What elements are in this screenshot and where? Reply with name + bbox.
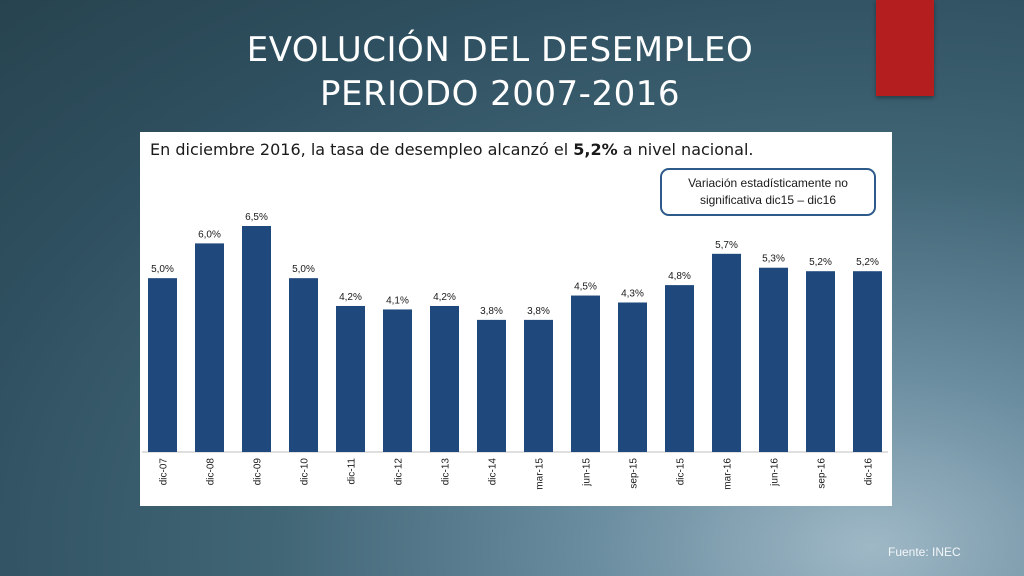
bar-dic-09 xyxy=(242,226,271,452)
x-tick-dic-14: dic-14 xyxy=(488,458,499,486)
data-label-mar-16: 5,7% xyxy=(715,240,738,251)
bar-dic-08 xyxy=(195,243,224,452)
significance-note: Variación estadísticamente no significat… xyxy=(660,168,876,216)
bar-dic-07 xyxy=(148,278,177,452)
bar-mar-15 xyxy=(524,319,553,452)
x-tick-dic-12: dic-12 xyxy=(394,458,405,486)
data-label-dic-14: 3,8% xyxy=(480,306,503,317)
x-tick-sep-15: sep-15 xyxy=(629,458,640,489)
bar-dic-13 xyxy=(430,305,459,452)
data-label-jun-16: 5,3% xyxy=(762,254,785,265)
data-label-sep-16: 5,2% xyxy=(809,257,832,268)
data-label-dic-12: 4,1% xyxy=(386,295,409,306)
data-label-dic-09: 6,5% xyxy=(245,212,268,223)
slide-title-line-1: EVOLUCIÓN DEL DESEMPLEO xyxy=(246,30,754,70)
x-tick-jun-15: jun-15 xyxy=(582,458,593,487)
bar-chart: 5,0% dic-07 6,0% dic-08 6,5% dic-09 5,0% dic-10… xyxy=(142,212,888,490)
x-tick-dic-13: dic-13 xyxy=(441,458,452,486)
chart-panel: En diciembre 2016, la tasa de desempleo … xyxy=(140,132,892,506)
x-tick-mar-15: mar-15 xyxy=(535,458,546,490)
x-tick-dic-15: dic-15 xyxy=(676,458,687,486)
bar-dic-16 xyxy=(853,271,882,452)
x-tick-dic-10: dic-10 xyxy=(300,458,311,486)
data-label-dic-13: 4,2% xyxy=(433,292,456,303)
x-tick-dic-07: dic-07 xyxy=(159,458,170,486)
slide-title-line-2: PERIODO 2007-2016 xyxy=(320,74,680,114)
significance-note-line-2: significativa dic15 – dic16 xyxy=(699,193,837,207)
x-tick-dic-16: dic-16 xyxy=(864,458,875,486)
chart-headline: En diciembre 2016, la tasa de desempleo … xyxy=(150,140,754,159)
x-tick-dic-11: dic-11 xyxy=(347,458,358,485)
x-tick-dic-08: dic-08 xyxy=(206,458,217,486)
data-label-dic-15: 4,8% xyxy=(668,271,691,282)
bar-sep-15 xyxy=(618,302,647,452)
bar-sep-16 xyxy=(806,271,835,452)
significance-note-line-1: Variación estadísticamente no xyxy=(688,176,848,190)
data-label-dic-07: 5,0% xyxy=(151,264,174,275)
data-label-jun-15: 4,5% xyxy=(574,282,597,293)
source-note: Fuente: INEC xyxy=(888,545,961,559)
x-tick-dic-09: dic-09 xyxy=(253,458,264,486)
chart-headline-text-end: a nivel nacional. xyxy=(617,140,754,159)
x-tick-sep-16: sep-16 xyxy=(817,458,828,489)
data-label-dic-08: 6,0% xyxy=(198,229,221,240)
bar-jun-15 xyxy=(571,295,600,452)
bar-dic-10 xyxy=(289,278,318,452)
x-tick-jun-16: jun-16 xyxy=(770,458,781,487)
chart-headline-text-start: En diciembre 2016, la tasa de desempleo … xyxy=(150,140,574,159)
data-label-dic-16: 5,2% xyxy=(856,257,879,268)
data-label-dic-11: 4,2% xyxy=(339,292,362,303)
data-label-sep-15: 4,3% xyxy=(621,288,644,299)
chart-headline-highlight: 5,2% xyxy=(573,140,618,159)
bar-dic-12 xyxy=(383,309,412,452)
bar-mar-16 xyxy=(712,253,741,452)
bar-jun-16 xyxy=(759,267,788,452)
accent-tab xyxy=(876,0,934,96)
slide-title: EVOLUCIÓN DEL DESEMPLEO PERIODO 2007-201… xyxy=(160,28,840,116)
data-label-dic-10: 5,0% xyxy=(292,264,315,275)
x-tick-mar-16: mar-16 xyxy=(723,458,734,490)
data-label-mar-15: 3,8% xyxy=(527,306,550,317)
bar-dic-14 xyxy=(477,319,506,452)
bar-dic-15 xyxy=(665,285,694,452)
bar-dic-11 xyxy=(336,305,365,452)
